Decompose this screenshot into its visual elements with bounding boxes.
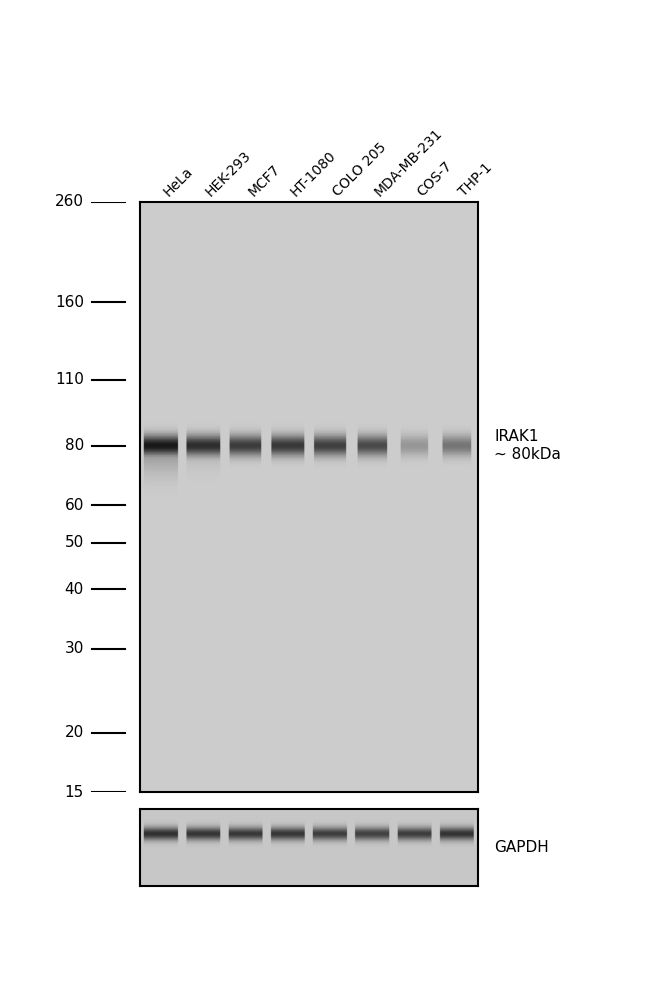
Text: IRAK1
~ 80kDa: IRAK1 ~ 80kDa bbox=[494, 429, 561, 461]
Text: HEK-293: HEK-293 bbox=[203, 148, 254, 199]
Text: 160: 160 bbox=[55, 294, 84, 310]
Text: 20: 20 bbox=[65, 725, 84, 740]
Text: GAPDH: GAPDH bbox=[494, 839, 549, 855]
Text: 110: 110 bbox=[55, 372, 84, 388]
Text: HeLa: HeLa bbox=[161, 164, 196, 199]
Text: 15: 15 bbox=[65, 784, 84, 800]
Text: 60: 60 bbox=[64, 498, 84, 513]
Text: 30: 30 bbox=[64, 642, 84, 656]
Text: THP-1: THP-1 bbox=[456, 160, 495, 199]
Text: MCF7: MCF7 bbox=[246, 161, 283, 199]
Text: MDA-MB-231: MDA-MB-231 bbox=[372, 126, 445, 199]
Text: COS-7: COS-7 bbox=[415, 158, 455, 199]
Text: 80: 80 bbox=[65, 438, 84, 454]
Text: COLO 205: COLO 205 bbox=[330, 140, 389, 199]
Text: 260: 260 bbox=[55, 194, 84, 210]
Text: HT-1080: HT-1080 bbox=[287, 148, 339, 199]
Text: 50: 50 bbox=[65, 535, 84, 550]
Text: 40: 40 bbox=[65, 582, 84, 596]
